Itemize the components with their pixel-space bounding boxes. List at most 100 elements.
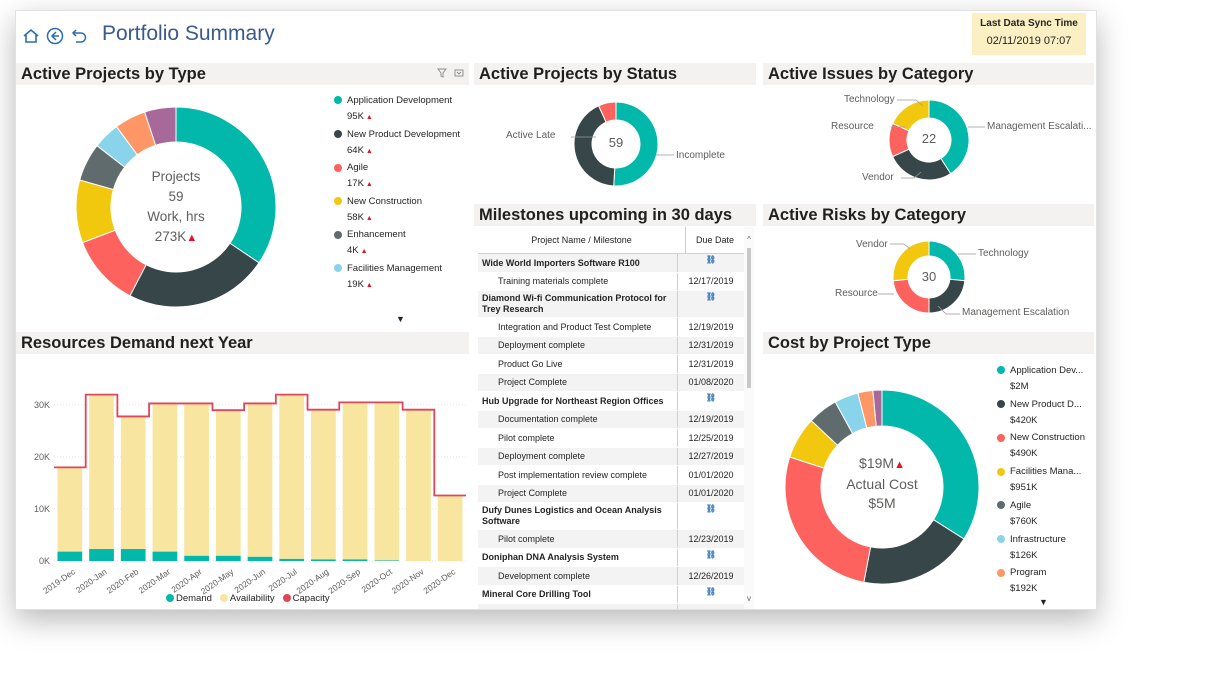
type-donut-slice-0[interactable]	[175, 106, 277, 264]
col-header-name[interactable]: Project Name / Milestone	[531, 235, 632, 245]
milestone-row[interactable]: Project Complete 01/01/2020	[478, 484, 744, 503]
scroll-down-icon[interactable]: v	[747, 594, 751, 603]
project-row[interactable]: Doniphan DNA Analysis System ⛓	[478, 548, 744, 567]
demand-bar[interactable]	[120, 549, 146, 561]
demand-bar[interactable]	[89, 549, 114, 561]
link-icon[interactable]: ⛓	[705, 549, 717, 559]
demand-bar[interactable]	[374, 560, 400, 561]
milestone-row[interactable]: Pilot complete 12/23/2019	[478, 529, 744, 549]
demand-bar[interactable]	[184, 555, 209, 561]
legend-item[interactable]: New Product Development	[334, 129, 460, 140]
project-row[interactable]: Hub Upgrade for Northeast Region Offices…	[478, 391, 744, 411]
resources-legend-item[interactable]: Demand	[166, 593, 212, 604]
availability-bar[interactable]	[152, 403, 178, 552]
status-donut-slice-0[interactable]	[613, 101, 659, 187]
availability-bar[interactable]	[374, 402, 400, 561]
status-donut-slice-2[interactable]	[597, 101, 617, 123]
legend-item[interactable]: New Product D...	[997, 399, 1082, 410]
project-row[interactable]: Dufy Dunes Logistics and Ocean Analysis …	[478, 502, 744, 530]
availability-bar[interactable]	[57, 467, 83, 552]
scroll-thumb[interactable]	[747, 248, 751, 388]
status-panel-title: Active Projects by Status	[474, 63, 756, 85]
milestone-date: 12/31/2019	[677, 336, 744, 355]
legend-scroll-down-icon[interactable]: ▼	[396, 314, 405, 324]
legend-item[interactable]: Infrastructure	[997, 534, 1066, 545]
milestone-row[interactable]: Integration and Product Test Complete 12/…	[478, 317, 744, 337]
col-header-date[interactable]: Due Date	[685, 227, 744, 253]
type-donut-slice-1[interactable]	[129, 242, 260, 308]
cost-legend-scroll-down-icon[interactable]: ▼	[1039, 597, 1048, 607]
legend-item[interactable]: Application Dev...	[997, 365, 1083, 376]
legend-item[interactable]: New Construction	[997, 432, 1085, 443]
legend-label: Infrastructure	[1010, 533, 1066, 545]
milestone-row[interactable]: Project Complete 01/08/2020	[478, 373, 744, 392]
status-donut-slice-1[interactable]	[573, 105, 616, 187]
link-icon[interactable]: ⛓	[705, 504, 717, 513]
back-circle-icon[interactable]	[46, 27, 64, 45]
availability-bar[interactable]	[89, 394, 114, 550]
availability-bar[interactable]	[406, 409, 431, 561]
legend-item[interactable]: Agile	[997, 500, 1031, 511]
demand-bar[interactable]	[152, 551, 178, 561]
x-tick-label: 2020-Nov	[390, 566, 427, 596]
availability-bar[interactable]	[311, 409, 336, 560]
cost-donut-slice-0[interactable]	[881, 389, 980, 540]
capacity-line[interactable]	[54, 393, 466, 497]
legend-item[interactable]: Enhancement	[334, 229, 406, 240]
milestone-row[interactable]: Product Go Live 12/31/2019	[478, 354, 744, 374]
milestone-row[interactable]: Pilot complete 12/25/2019	[478, 428, 744, 448]
demand-bar[interactable]	[247, 556, 273, 561]
scroll-up-icon[interactable]: ^	[747, 235, 751, 244]
risks-leader-lines	[878, 243, 976, 315]
milestone-row[interactable]: Training materials complete 12/17/2019	[478, 272, 744, 291]
issues-donut-slice-0[interactable]	[928, 99, 970, 175]
cost-donut-slice-7[interactable]	[872, 389, 883, 427]
link-icon[interactable]: ⛓	[705, 292, 717, 301]
link-icon[interactable]: ⛓	[705, 586, 717, 596]
availability-bar[interactable]	[279, 394, 305, 559]
risks-donut-slice-3[interactable]	[892, 240, 930, 282]
demand-bar[interactable]	[57, 551, 83, 561]
cost-donut-slice-1[interactable]	[863, 518, 965, 585]
demand-bar[interactable]	[215, 555, 241, 561]
milestone-name: Integration and Product Test Complete	[478, 317, 678, 337]
type-donut-slice-7[interactable]	[144, 106, 177, 146]
milestone-date: 12/23/2019	[677, 529, 744, 549]
milestone-row[interactable]: Post implementation review complete 01/01…	[478, 465, 744, 485]
availability-bar[interactable]	[120, 416, 146, 550]
issues-donut-slice-3[interactable]	[891, 99, 930, 132]
legend-item[interactable]: New Construction	[334, 196, 422, 207]
milestone-name: Post implementation review complete	[478, 465, 678, 485]
undo-icon[interactable]	[70, 27, 88, 45]
legend-item[interactable]: Agile	[334, 162, 368, 173]
legend-item[interactable]: Facilities Management	[334, 263, 442, 274]
legend-item[interactable]: Application Development	[334, 95, 452, 106]
milestone-row[interactable]: Documentation complete 12/19/2019	[478, 410, 744, 429]
availability-bar[interactable]	[247, 403, 273, 557]
home-icon[interactable]	[22, 27, 40, 45]
resources-legend-item[interactable]: Availability	[219, 593, 275, 604]
table-scrollbar[interactable]: ^ v	[744, 227, 754, 609]
link-icon[interactable]: ⛓	[705, 255, 717, 264]
availability-bar[interactable]	[215, 410, 241, 556]
project-row[interactable]: Diamond Wi-fi Communication Protocol for…	[478, 290, 744, 318]
cost-donut-slice-2[interactable]	[784, 456, 872, 583]
demand-bar[interactable]	[342, 559, 368, 561]
legend-item[interactable]: Facilities Mana...	[997, 466, 1081, 477]
project-row[interactable]: Wide World Importers Software R100 ⛓	[478, 254, 744, 273]
demand-bar[interactable]	[311, 559, 336, 561]
availability-bar[interactable]	[184, 403, 209, 556]
milestone-row[interactable]: Deployment complete 12/31/2019	[478, 336, 744, 355]
filter-icon[interactable]	[437, 65, 447, 83]
focus-mode-icon[interactable]	[454, 65, 464, 83]
project-row[interactable]: Mineral Core Drilling Tool ⛓	[478, 585, 744, 604]
milestone-row[interactable]: Deployment complete 12/27/2019	[478, 447, 744, 466]
resources-legend-item[interactable]: Capacity	[282, 593, 330, 604]
link-icon[interactable]: ⛓	[705, 393, 717, 402]
availability-bar[interactable]	[342, 402, 368, 560]
legend-item[interactable]: Program	[997, 567, 1046, 578]
availability-bar[interactable]	[437, 495, 463, 561]
demand-bar[interactable]	[279, 558, 305, 561]
